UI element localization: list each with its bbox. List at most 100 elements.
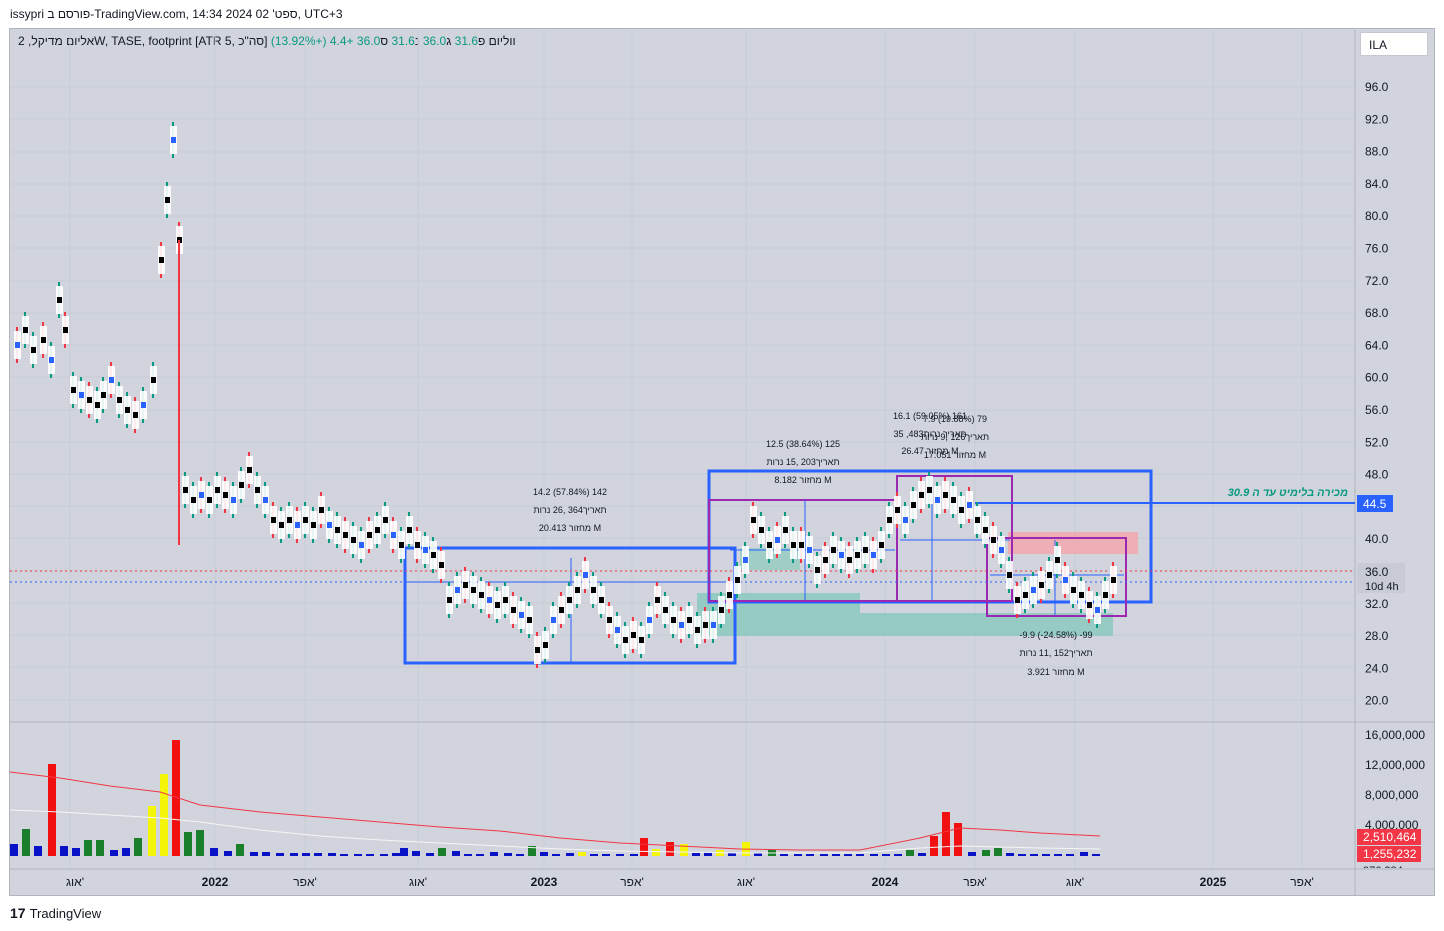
volume-bar [48, 764, 56, 856]
price-tick: 48.0 [1365, 468, 1389, 482]
tradingview-footer[interactable]: 17 TradingView [10, 905, 101, 921]
legend-close-label: ס [380, 34, 389, 48]
legend-low: 31.6 [391, 34, 415, 48]
poc-cell [887, 517, 892, 523]
poc-cell [455, 587, 460, 593]
symbol-legend: אליום מדיקל, 2W, TASE, footprint [ATR 5,… [18, 34, 516, 48]
measure-5-line-1: -9.9 (-24.58%) -99 [1019, 630, 1092, 640]
poc-cell [407, 527, 412, 533]
poc-cell [223, 492, 228, 498]
poc-cell [591, 587, 596, 593]
legend-open-label: פ [478, 34, 486, 48]
price-axis[interactable]: 96.0 92.0 88.0 84.0 80.0 76.0 72.0 68.0 64.0 60.0… [1365, 80, 1389, 708]
poc-cell [863, 547, 868, 553]
grid [10, 30, 1355, 870]
volume-bar [412, 851, 420, 856]
volume-bar [652, 849, 660, 856]
poc-cell [895, 507, 900, 513]
poc-cell [415, 542, 420, 548]
time-axis[interactable]: אוג' 2022 אפר' אוג' 2023 אפר' אוג' 2024 אפר' אוג'… [66, 875, 1314, 889]
poc-cell [151, 377, 156, 383]
volume-bar [392, 853, 400, 856]
poc-cell [823, 557, 828, 563]
measure-4-line-1: 7.9 (19.88%) 79 [923, 414, 987, 424]
volume-tag-1-text: 2,510,464 [1363, 830, 1417, 844]
poc-cell [1063, 577, 1068, 583]
poc-cell [503, 597, 508, 603]
poc-cell [1055, 557, 1060, 563]
volume-bar [184, 832, 192, 856]
poc-cell [109, 377, 114, 383]
price-tick: 80.0 [1365, 209, 1389, 223]
volume-bar [340, 854, 348, 856]
volume-bar [856, 854, 864, 856]
price-candles [14, 122, 1117, 668]
volume-axis[interactable]: 16,000,000 12,000,000 8,000,000 4,000,000 [1365, 728, 1425, 832]
volume-bar [380, 854, 388, 856]
volume-bar [552, 854, 560, 856]
volume-bar [844, 854, 852, 856]
poc-cell [791, 542, 796, 548]
volume-bar [806, 854, 814, 856]
measure-3-line-1: 16.1 (59.05%) 161 [893, 411, 967, 421]
poc-cell [495, 602, 500, 608]
measure-box-3[interactable] [986, 537, 1127, 617]
volume-tag-cut: 976,284 [1363, 865, 1403, 877]
poc-cell [359, 542, 364, 548]
volume-bar [328, 853, 336, 856]
volume-bar [464, 854, 472, 856]
volume-bar [728, 853, 736, 856]
poc-cell [207, 497, 212, 503]
poc-cell [623, 637, 628, 643]
volume-bar [1006, 853, 1014, 856]
range-box-2022[interactable] [403, 546, 737, 665]
poc-cell [567, 597, 572, 603]
volume-bar [438, 848, 446, 856]
volume-bar [504, 853, 512, 856]
currency-box[interactable]: ILA [1360, 32, 1428, 56]
poc-cell [57, 297, 62, 303]
last-price-tag-text: 36.0 [1365, 565, 1389, 579]
poc-cell [87, 397, 92, 403]
volume-bar [754, 853, 762, 856]
price-tick: 68.0 [1365, 306, 1389, 320]
volume-bar [262, 852, 270, 856]
poc-cell [1047, 572, 1052, 578]
publish-header: issypri פורסם ב-TradingView.com, 14:34 2… [0, 0, 1444, 28]
poc-cell [711, 622, 716, 628]
volume-bar [870, 854, 878, 856]
volume-bar [148, 806, 156, 856]
legend-close: 36.0 [356, 34, 381, 48]
price-tick: 32.0 [1365, 597, 1389, 611]
poc-cell [215, 487, 220, 493]
poc-cell [1079, 592, 1084, 598]
poc-cell [171, 137, 176, 143]
legend-prefix: אליום מדיקל, 2W, TASE, footprint [ATR 5,… [18, 34, 516, 48]
poc-cell [165, 197, 170, 203]
measure-2-line-1: 12.5 (38.64%) 125 [766, 439, 840, 449]
time-tick: אפר' [620, 875, 644, 889]
volume-bar [968, 852, 976, 856]
poc-cell [871, 552, 876, 558]
poc-cell [183, 487, 188, 493]
volume-bar [994, 848, 1002, 856]
volume-bar [832, 854, 840, 856]
poc-cell [1087, 602, 1092, 608]
legend-low-label: נ [414, 34, 420, 48]
volume-bar [400, 848, 408, 856]
poc-cell [1007, 572, 1012, 578]
poc-cell [423, 547, 428, 553]
volume-bar [122, 848, 130, 856]
time-tick: 2025 [1200, 875, 1227, 889]
volume-bar [60, 846, 68, 856]
price-tick: 28.0 [1365, 629, 1389, 643]
measure-2-line-3: 8.182 מחזור M [774, 475, 831, 485]
volume-bar [110, 850, 118, 856]
volume-bar [930, 836, 938, 856]
poc-cell [41, 337, 46, 343]
last-price-tag [1357, 563, 1405, 593]
limit-note: מכירה בלימיט עד ה 30.9 [1228, 486, 1348, 499]
poc-cell [783, 527, 788, 533]
poc-cell [327, 522, 332, 528]
